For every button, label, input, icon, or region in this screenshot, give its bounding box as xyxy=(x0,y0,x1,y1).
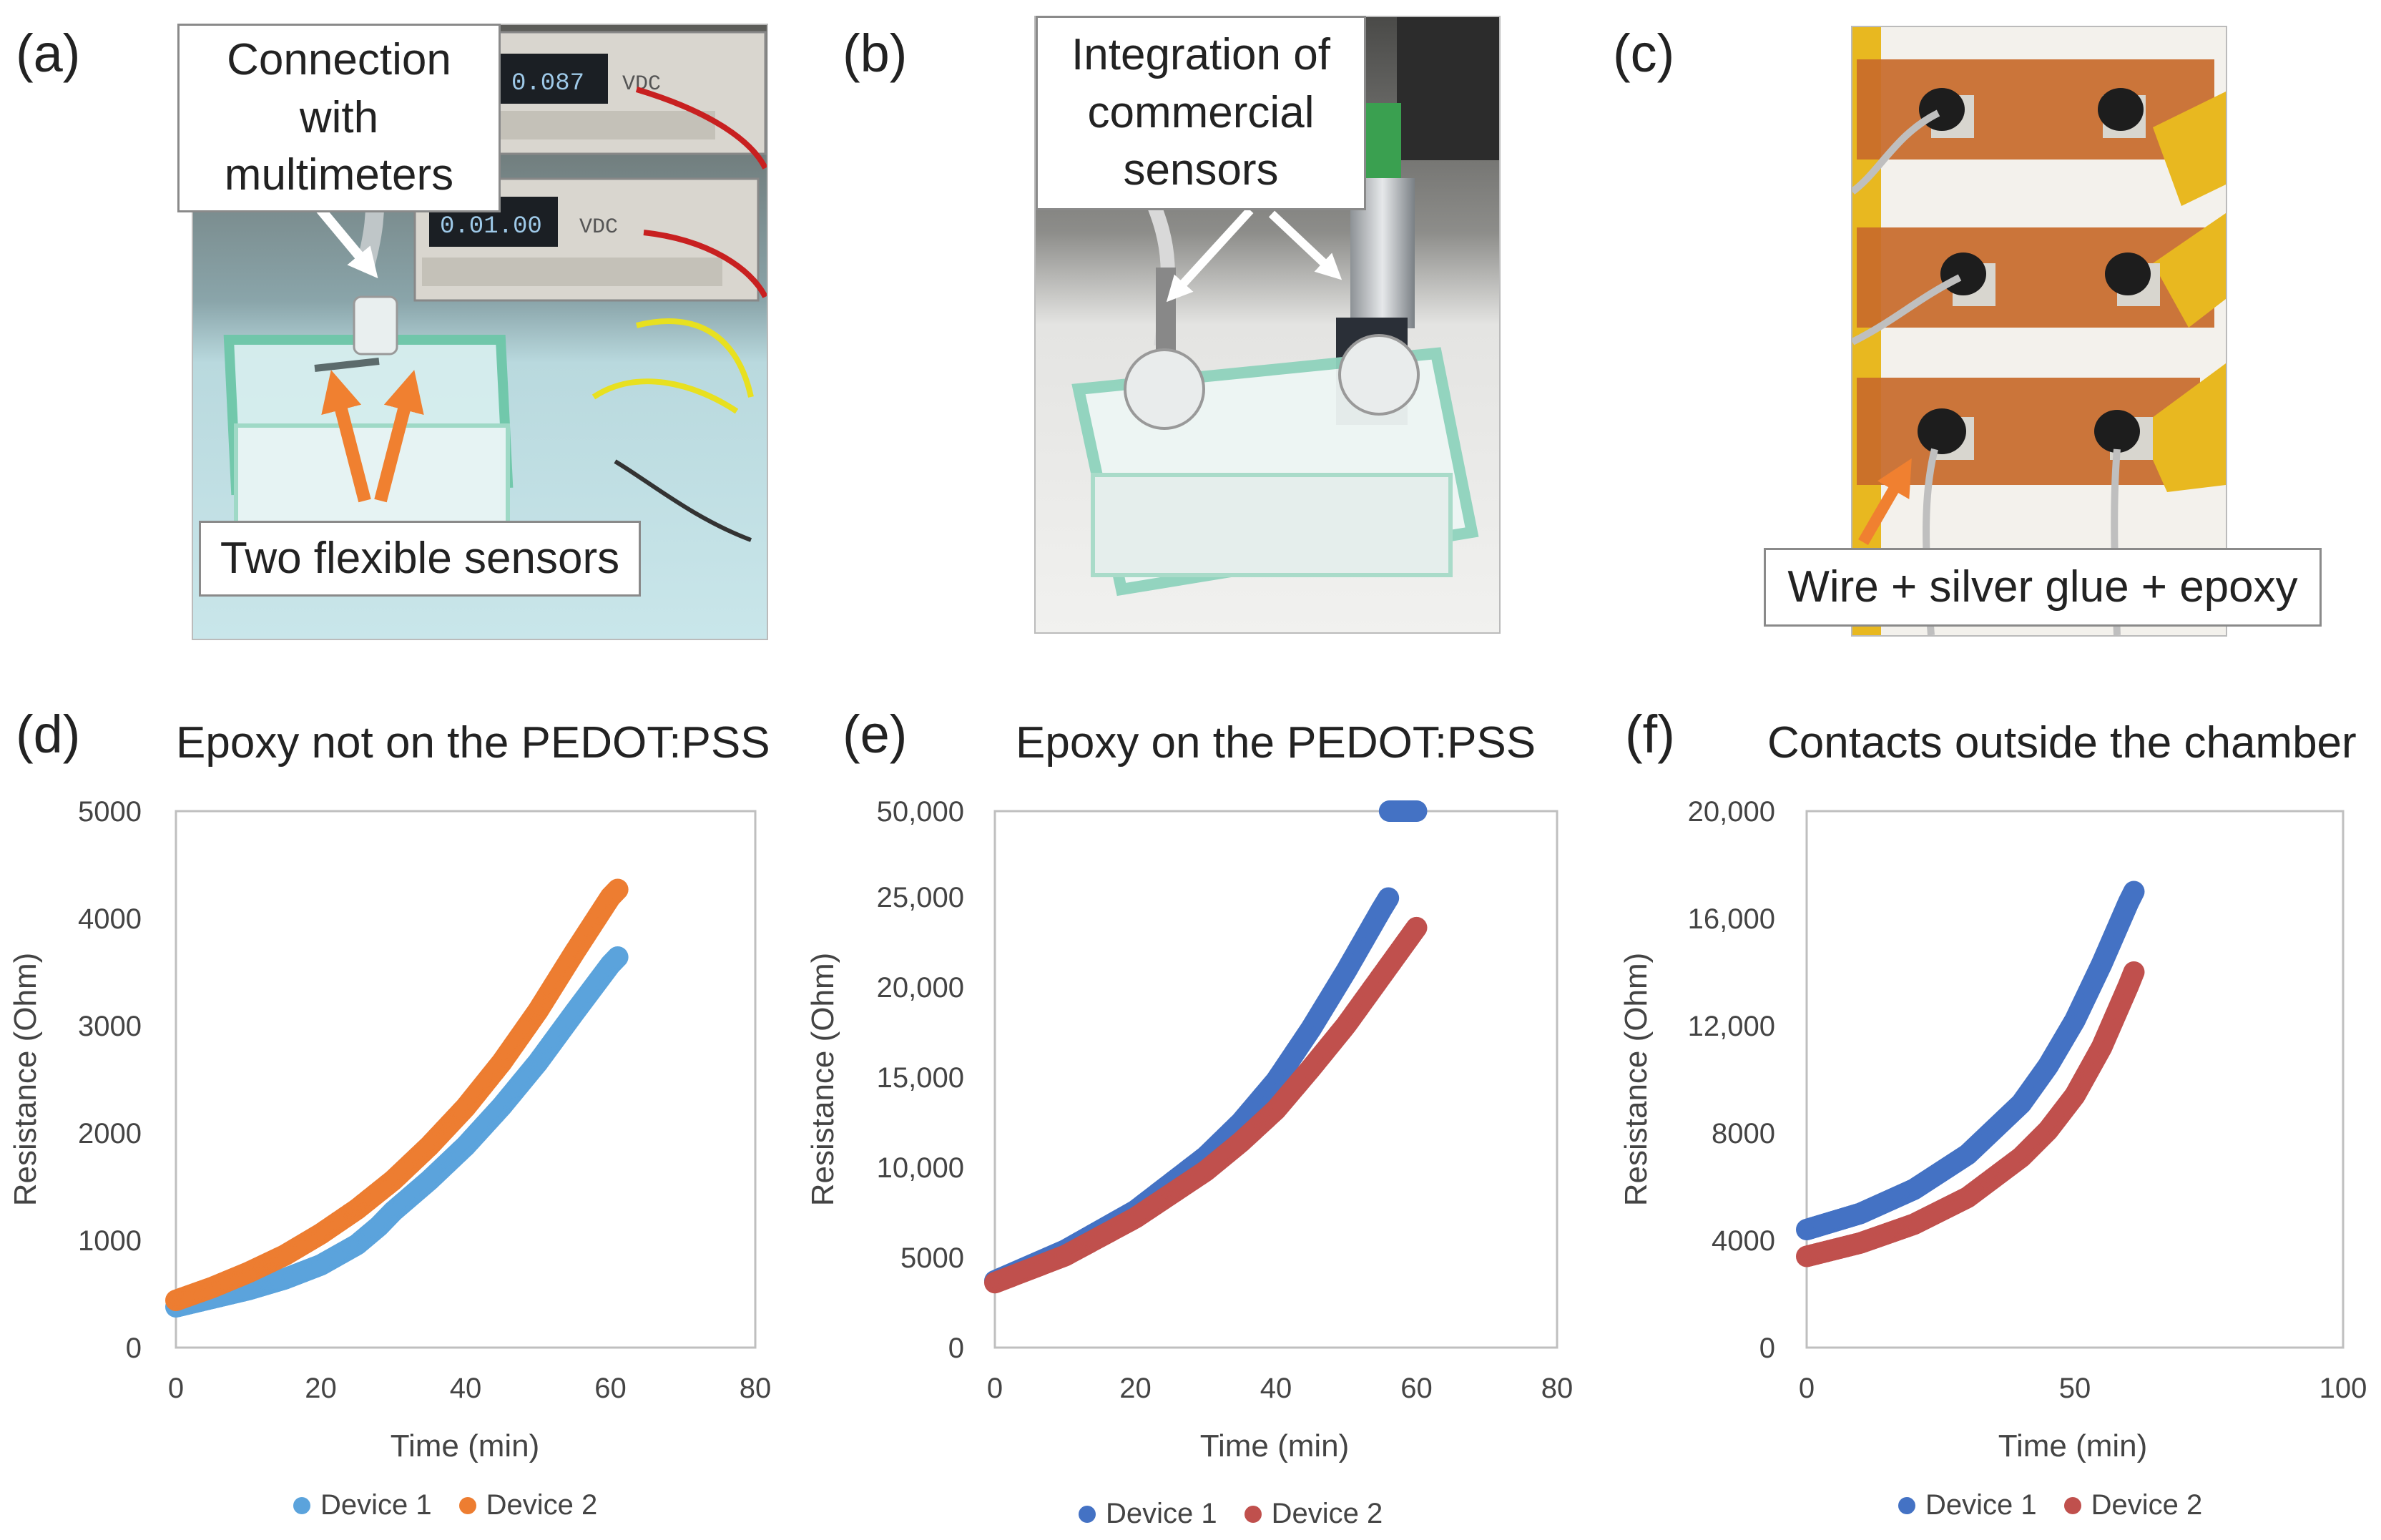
y-tick-label: 50,000 xyxy=(877,796,964,828)
meter-1-reading: 0.087 xyxy=(511,70,584,97)
panel-label-b: (b) xyxy=(843,24,908,83)
x-tick-label: 20 xyxy=(305,1373,337,1404)
panel-label-e: (e) xyxy=(843,705,908,764)
x-tick-label: 60 xyxy=(1400,1373,1433,1404)
y-tick-label: 16,000 xyxy=(1688,903,1775,935)
series-1 xyxy=(165,946,629,1318)
x-tick-label: 0 xyxy=(168,1373,184,1404)
series-1 xyxy=(1796,881,2145,1240)
x-tick-label: 60 xyxy=(594,1373,627,1404)
legend-label-device-2: Device 2 xyxy=(2091,1489,2203,1521)
x-tick-label: 80 xyxy=(740,1373,772,1404)
y-tick-label: 5000 xyxy=(900,1242,964,1274)
data-point xyxy=(1378,887,1400,909)
y-axis-label: Resistance (Ohm) xyxy=(8,953,43,1207)
legend-marker-device-1 xyxy=(293,1496,310,1514)
data-point xyxy=(1405,916,1428,938)
legend-marker-device-1 xyxy=(1898,1496,1915,1514)
plot-frame xyxy=(1805,810,2345,1349)
x-tick-label: 50 xyxy=(2059,1373,2091,1404)
y-tick-label: 0 xyxy=(126,1333,142,1364)
y-tick-label: 20,000 xyxy=(877,972,964,1004)
legend-label-device-2: Device 2 xyxy=(486,1489,598,1521)
legend-item-device-2: Device 2 xyxy=(1244,1498,1383,1530)
y-tick-label: 8000 xyxy=(1712,1118,1775,1149)
series-2 xyxy=(1796,961,2145,1267)
legend-d: Device 1 Device 2 xyxy=(293,1489,597,1521)
data-point xyxy=(2123,961,2145,983)
legend-item-device-1: Device 1 xyxy=(1079,1498,1217,1530)
legend-item-device-2: Device 2 xyxy=(2063,1489,2203,1521)
meter-2-unit: VDC xyxy=(579,215,618,240)
panel-label-a: (a) xyxy=(16,24,81,83)
white-arrows-b xyxy=(1166,207,1342,303)
legend-label-device-1: Device 1 xyxy=(1106,1498,1217,1529)
legend-marker-device-2 xyxy=(1244,1505,1262,1523)
y-tick-label: 1000 xyxy=(78,1225,142,1257)
legend-marker-device-2 xyxy=(2063,1496,2081,1514)
chart-title-e: Epoxy on the PEDOT:PSS xyxy=(1016,718,1536,767)
x-tick-label: 80 xyxy=(1541,1373,1574,1404)
y-tick-label: 2000 xyxy=(78,1118,142,1149)
x-axis-label: Time (min) xyxy=(1200,1428,1350,1463)
panel-label-f: (f) xyxy=(1625,705,1675,764)
meter-2-reading: 0.01.00 xyxy=(440,213,542,240)
y-axis-label: Resistance (Ohm) xyxy=(1619,953,1654,1207)
callout-integration-commercial-sensors: Integration of commercial sensors xyxy=(1036,16,1366,210)
photo-wire-contacts xyxy=(1851,26,2227,637)
panel-label-d: (d) xyxy=(16,705,81,764)
series-2 xyxy=(984,916,1428,1294)
plot-frame xyxy=(993,810,1558,1349)
y-tick-label: 0 xyxy=(948,1333,964,1364)
orange-arrows xyxy=(310,199,424,503)
x-tick-label: 20 xyxy=(1119,1373,1152,1404)
y-tick-label: 5000 xyxy=(78,796,142,828)
x-tick-label: 0 xyxy=(987,1373,1003,1404)
legend-item-device-1: Device 1 xyxy=(1898,1489,2037,1521)
x-tick-label: 40 xyxy=(1260,1373,1292,1404)
legend-e: Device 1 Device 2 xyxy=(1079,1498,1383,1530)
plot-frame xyxy=(175,810,757,1349)
series-2 xyxy=(165,878,629,1311)
x-axis-label: Time (min) xyxy=(1998,1428,2148,1463)
callout-wire-silver-glue-epoxy: Wire + silver glue + epoxy xyxy=(1764,548,2322,627)
y-tick-label: 10,000 xyxy=(877,1152,964,1184)
legend-f: Device 1 Device 2 xyxy=(1898,1489,2202,1521)
data-point xyxy=(607,946,629,968)
y-axis-label: Resistance (Ohm) xyxy=(805,953,840,1207)
orange-arrow-c xyxy=(1858,458,1912,546)
chart-title-d: Epoxy not on the PEDOT:PSS xyxy=(176,718,770,767)
legend-label-device-2: Device 2 xyxy=(1271,1498,1383,1529)
legend-item-device-1: Device 1 xyxy=(293,1489,432,1521)
callout-two-flexible-sensors: Two flexible sensors xyxy=(199,521,641,597)
x-tick-label: 40 xyxy=(450,1373,482,1404)
chart-title-f: Contacts outside the chamber xyxy=(1767,718,2357,767)
y-tick-label: 4000 xyxy=(1712,1225,1775,1257)
callout-connection-multimeters: Connection with multimeters xyxy=(177,24,501,212)
legend-label-device-1: Device 1 xyxy=(1925,1489,2037,1521)
photo-contacts-illustration xyxy=(1852,27,2226,635)
legend-item-device-2: Device 2 xyxy=(458,1489,598,1521)
data-point xyxy=(607,878,629,901)
y-tick-label: 12,000 xyxy=(1688,1011,1775,1042)
y-tick-label: 25,000 xyxy=(877,882,964,913)
y-tick-label: 3000 xyxy=(78,1011,142,1042)
legend-marker-device-2 xyxy=(458,1496,476,1514)
panel-label-c: (c) xyxy=(1613,24,1675,83)
y-tick-label: 15,000 xyxy=(877,1062,964,1094)
data-point xyxy=(1405,800,1428,822)
legend-marker-device-1 xyxy=(1079,1505,1096,1523)
x-tick-label: 100 xyxy=(2319,1373,2367,1404)
y-tick-label: 0 xyxy=(1759,1333,1775,1364)
y-tick-label: 4000 xyxy=(78,903,142,935)
legend-label-device-1: Device 1 xyxy=(320,1489,432,1521)
x-axis-label: Time (min) xyxy=(391,1428,540,1463)
y-tick-label: 20,000 xyxy=(1688,796,1775,828)
x-tick-label: 0 xyxy=(1799,1373,1815,1404)
data-point xyxy=(2123,881,2145,903)
